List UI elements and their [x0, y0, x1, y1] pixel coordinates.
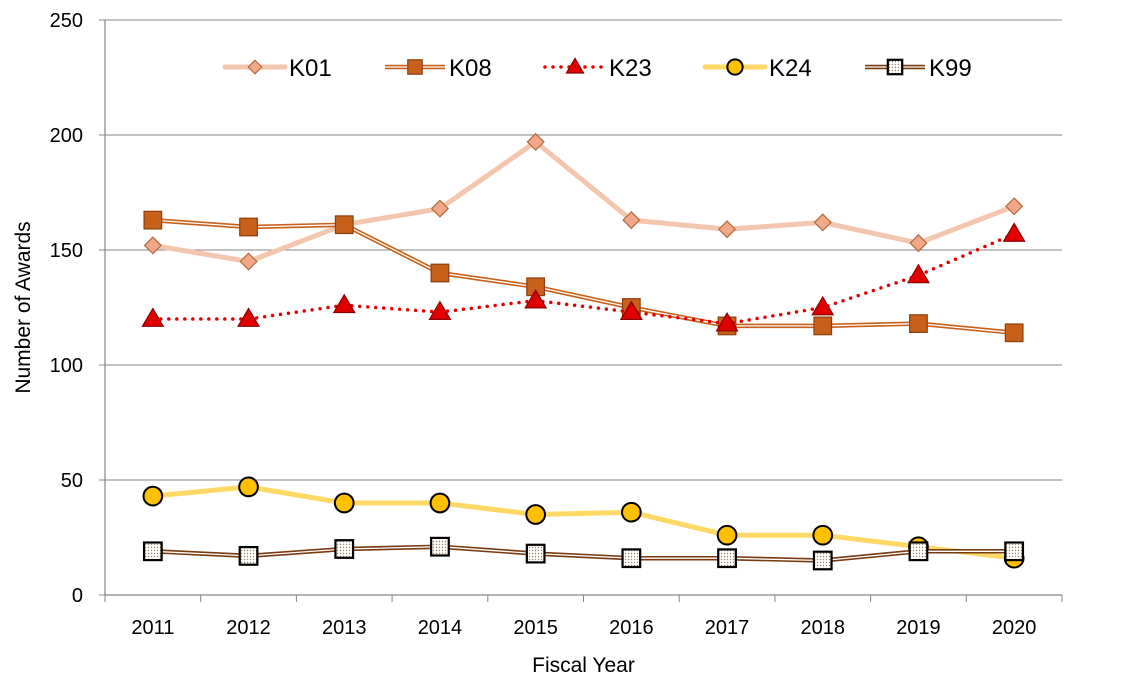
- point-k01-2012: [239, 252, 258, 271]
- point-k99-2014: [430, 536, 450, 557]
- series-k01: [143, 132, 1024, 271]
- y-tick-label: 200: [50, 125, 83, 147]
- point-k99-2019: [908, 541, 929, 562]
- legend-marker-k23: [565, 57, 585, 74]
- y-tick-label: 100: [50, 355, 83, 377]
- point-k99-2017: [717, 548, 737, 569]
- y-tick-label: 0: [72, 585, 83, 607]
- series-k08: [143, 210, 1024, 343]
- point-k99-2011: [142, 541, 163, 562]
- legend-marker-k24: [726, 58, 744, 76]
- point-k99-2018: [812, 550, 833, 571]
- series-line-k99-inner: [152, 546, 1015, 562]
- legend-item-k23: K23: [543, 55, 652, 82]
- x-tick-label: 2018: [801, 617, 846, 639]
- axes: 0 50 100 150 200 250 2011 2012 2013 2014 2015 2016 2…: [50, 10, 1063, 639]
- point-k24-2018: [812, 524, 834, 546]
- point-k23-2012: [237, 307, 261, 327]
- point-k23-2018: [811, 295, 835, 316]
- point-k99-2012: [238, 545, 259, 566]
- legend-item-k24: K24: [702, 55, 812, 82]
- point-k08-2020: [1004, 323, 1024, 343]
- y-tick-label: 150: [50, 240, 83, 262]
- series-line-k23: [151, 232, 1016, 326]
- x-tick-label: 2015: [513, 617, 558, 639]
- legend-marker-k01: [247, 59, 263, 75]
- gridlines: [105, 19, 1062, 481]
- point-k23-2011: [141, 307, 165, 327]
- legend-label-k23: K23: [609, 55, 652, 82]
- legend-label-k08: K08: [449, 55, 492, 82]
- point-k24-2016: [621, 501, 642, 523]
- x-tick-label: 2014: [418, 617, 463, 639]
- point-k01-2020: [1005, 197, 1024, 216]
- x-tick-label: 2016: [609, 617, 654, 639]
- point-k23-2017: [715, 311, 739, 332]
- legend-marker-k99: [886, 58, 904, 76]
- point-k01-2015: [526, 132, 545, 151]
- legend-item-k01: K01: [222, 55, 332, 82]
- x-tick-label: 2017: [705, 617, 750, 639]
- point-k01-2014: [430, 199, 450, 218]
- point-k24-2013: [333, 492, 355, 514]
- series-k23: [141, 222, 1026, 332]
- x-tick-label: 2020: [992, 617, 1037, 639]
- point-k23-2016: [619, 300, 643, 321]
- legend-label-k99: K99: [929, 55, 972, 82]
- point-k24-2015: [525, 504, 547, 525]
- point-k23-2013: [332, 293, 356, 314]
- point-k99-2020: [1004, 541, 1025, 562]
- y-axis-title: Number of Awards: [12, 221, 35, 393]
- point-k08-2014: [430, 263, 450, 283]
- point-k24-2014: [429, 492, 451, 514]
- point-k99-2016: [621, 548, 642, 569]
- x-tick-label: 2012: [226, 617, 271, 639]
- point-k01-2017: [717, 220, 737, 239]
- x-tick-label: 2011: [131, 617, 174, 639]
- series-line-k01: [150, 139, 1017, 264]
- legend: K01 K08 K23 K24 K99: [222, 55, 972, 82]
- point-k01-2019: [909, 234, 928, 253]
- point-k24-2012: [238, 476, 259, 498]
- legend-item-k08: K08: [385, 55, 492, 82]
- legend-label-k01: K01: [289, 55, 332, 82]
- legend-label-k24: K24: [769, 55, 812, 82]
- x-tick-label: 2013: [322, 617, 367, 639]
- point-k23-2020: [1002, 222, 1026, 242]
- point-k23-2014: [428, 300, 452, 321]
- point-k01-2011: [143, 236, 162, 255]
- point-k08-2013: [334, 215, 354, 235]
- x-tick-label: 2019: [896, 617, 941, 639]
- point-k99-2013: [334, 539, 355, 559]
- point-k01-2018: [813, 213, 832, 232]
- y-tick-label: 250: [50, 10, 83, 32]
- point-k24-2011: [142, 485, 164, 507]
- series-line-k08-inner: [152, 219, 1015, 334]
- point-k99-2015: [525, 543, 546, 564]
- x-axis-title: Fiscal Year: [532, 654, 635, 677]
- series-group: [141, 132, 1026, 571]
- point-k23-2015: [524, 288, 548, 309]
- point-k01-2016: [622, 211, 641, 230]
- point-k23-2019: [906, 263, 930, 284]
- point-k08-2011: [143, 210, 163, 230]
- y-tick-label: 50: [61, 470, 83, 492]
- series-k99: [142, 536, 1025, 571]
- point-k08-2019: [909, 314, 928, 333]
- point-k24-2017: [716, 524, 738, 546]
- point-k08-2018: [813, 316, 833, 336]
- point-k08-2012: [239, 217, 258, 237]
- legend-marker-k08: [407, 59, 423, 75]
- series-line-k24: [150, 484, 1017, 561]
- legend-item-k99: K99: [865, 55, 972, 82]
